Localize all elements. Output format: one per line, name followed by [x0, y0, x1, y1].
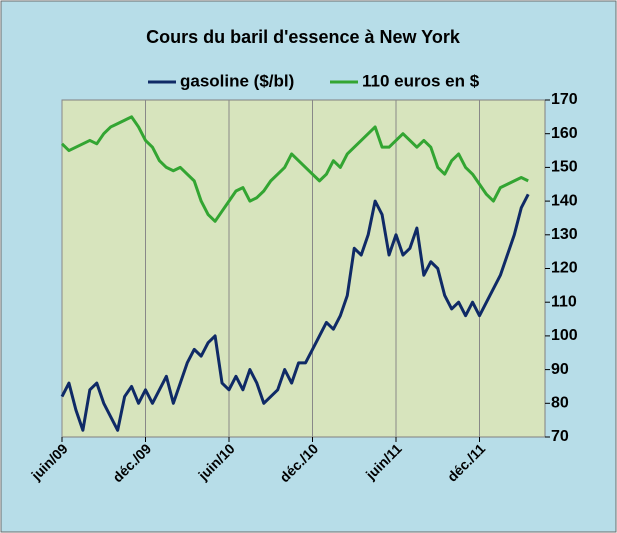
chart-title: Cours du baril d'essence à New York: [146, 27, 461, 47]
y-tick-label: 100: [551, 327, 578, 344]
y-tick-label: 170: [551, 91, 578, 108]
y-tick-label: 80: [551, 395, 569, 412]
y-tick-label: 130: [551, 226, 578, 243]
y-tick-label: 140: [551, 192, 578, 209]
line: [60, 115, 529, 223]
plot-area: [61, 99, 546, 438]
y-tick-label: 70: [551, 428, 569, 445]
legend-label: gasoline ($/bl): [180, 71, 294, 90]
line: [60, 193, 530, 432]
y-tick-label: 120: [551, 260, 578, 277]
y-tick-label: 90: [551, 361, 569, 378]
y-tick-label: 150: [551, 159, 578, 176]
y-tick-label: 160: [551, 125, 578, 142]
legend-label: 110 euros en $: [362, 71, 480, 90]
y-tick-label: 110: [551, 293, 577, 310]
